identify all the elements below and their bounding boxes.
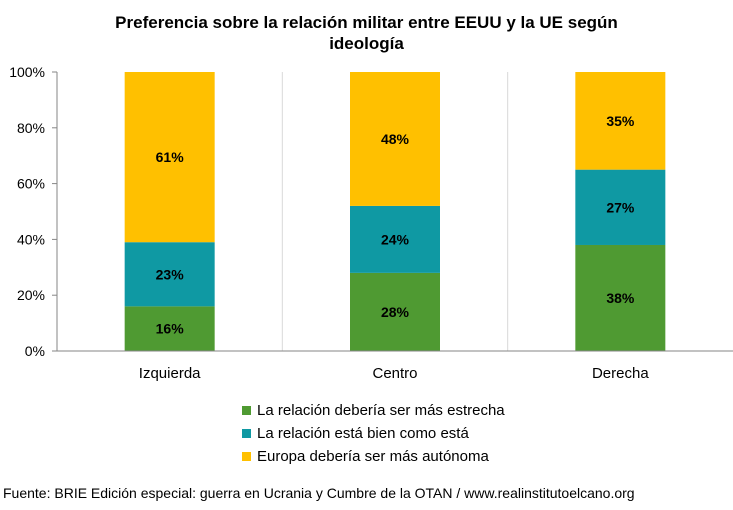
data-label: 35% xyxy=(606,113,635,129)
bar-segment xyxy=(350,272,440,351)
data-label: 27% xyxy=(606,199,635,215)
legend-label: Europa debería ser más autónoma xyxy=(257,448,489,465)
x-tick-label: Derecha xyxy=(592,365,649,382)
data-label: 38% xyxy=(606,290,635,306)
bar-segment xyxy=(350,205,440,273)
bar-segment xyxy=(575,169,666,245)
data-label: 28% xyxy=(381,304,410,320)
y-tick-label: 20% xyxy=(17,287,45,303)
chart-legend: La relación debería ser más estrecha La r… xyxy=(242,399,505,468)
legend-label: La relación está bien como está xyxy=(257,425,469,442)
data-label: 24% xyxy=(381,231,410,247)
data-label: 61% xyxy=(156,149,185,165)
data-label: 16% xyxy=(156,321,185,337)
data-label: 48% xyxy=(381,131,410,147)
y-tick-label: 80% xyxy=(17,120,45,136)
bar-segment xyxy=(124,306,215,351)
x-tick-label: Centro xyxy=(372,365,417,382)
bar-segment xyxy=(575,244,666,351)
chart-title: Preferencia sobre la relación militar en… xyxy=(0,12,733,54)
y-tick-label: 40% xyxy=(17,231,45,247)
legend-label: La relación debería ser más estrecha xyxy=(257,402,505,419)
legend-swatch xyxy=(242,406,251,415)
y-tick-label: 100% xyxy=(9,64,45,80)
legend-item: Europa debería ser más autónoma xyxy=(242,445,505,468)
stacked-bar-chart: 0% 20% 40% 60% 80% 100% 16% 23% 61% Izquierda 28% 2… xyxy=(9,64,733,382)
y-tick-label: 60% xyxy=(17,176,45,192)
legend-swatch xyxy=(242,452,251,461)
chart-title-line-1: Preferencia sobre la relación militar en… xyxy=(115,13,618,32)
legend-item: La relación debería ser más estrecha xyxy=(242,399,505,422)
bar-segment xyxy=(575,72,666,170)
chart-title-line-2: ideología xyxy=(329,34,404,53)
legend-swatch xyxy=(242,429,251,438)
y-tick-label: 0% xyxy=(25,343,45,359)
x-tick-label: Izquierda xyxy=(139,365,201,382)
legend-item: La relación está bien como está xyxy=(242,422,505,445)
bar-segment xyxy=(124,72,215,243)
source-note: Fuente: BRIE Edición especial: guerra en… xyxy=(3,485,635,501)
data-label: 23% xyxy=(156,266,185,282)
bar-segment xyxy=(350,72,440,206)
bar-segment xyxy=(124,242,215,307)
